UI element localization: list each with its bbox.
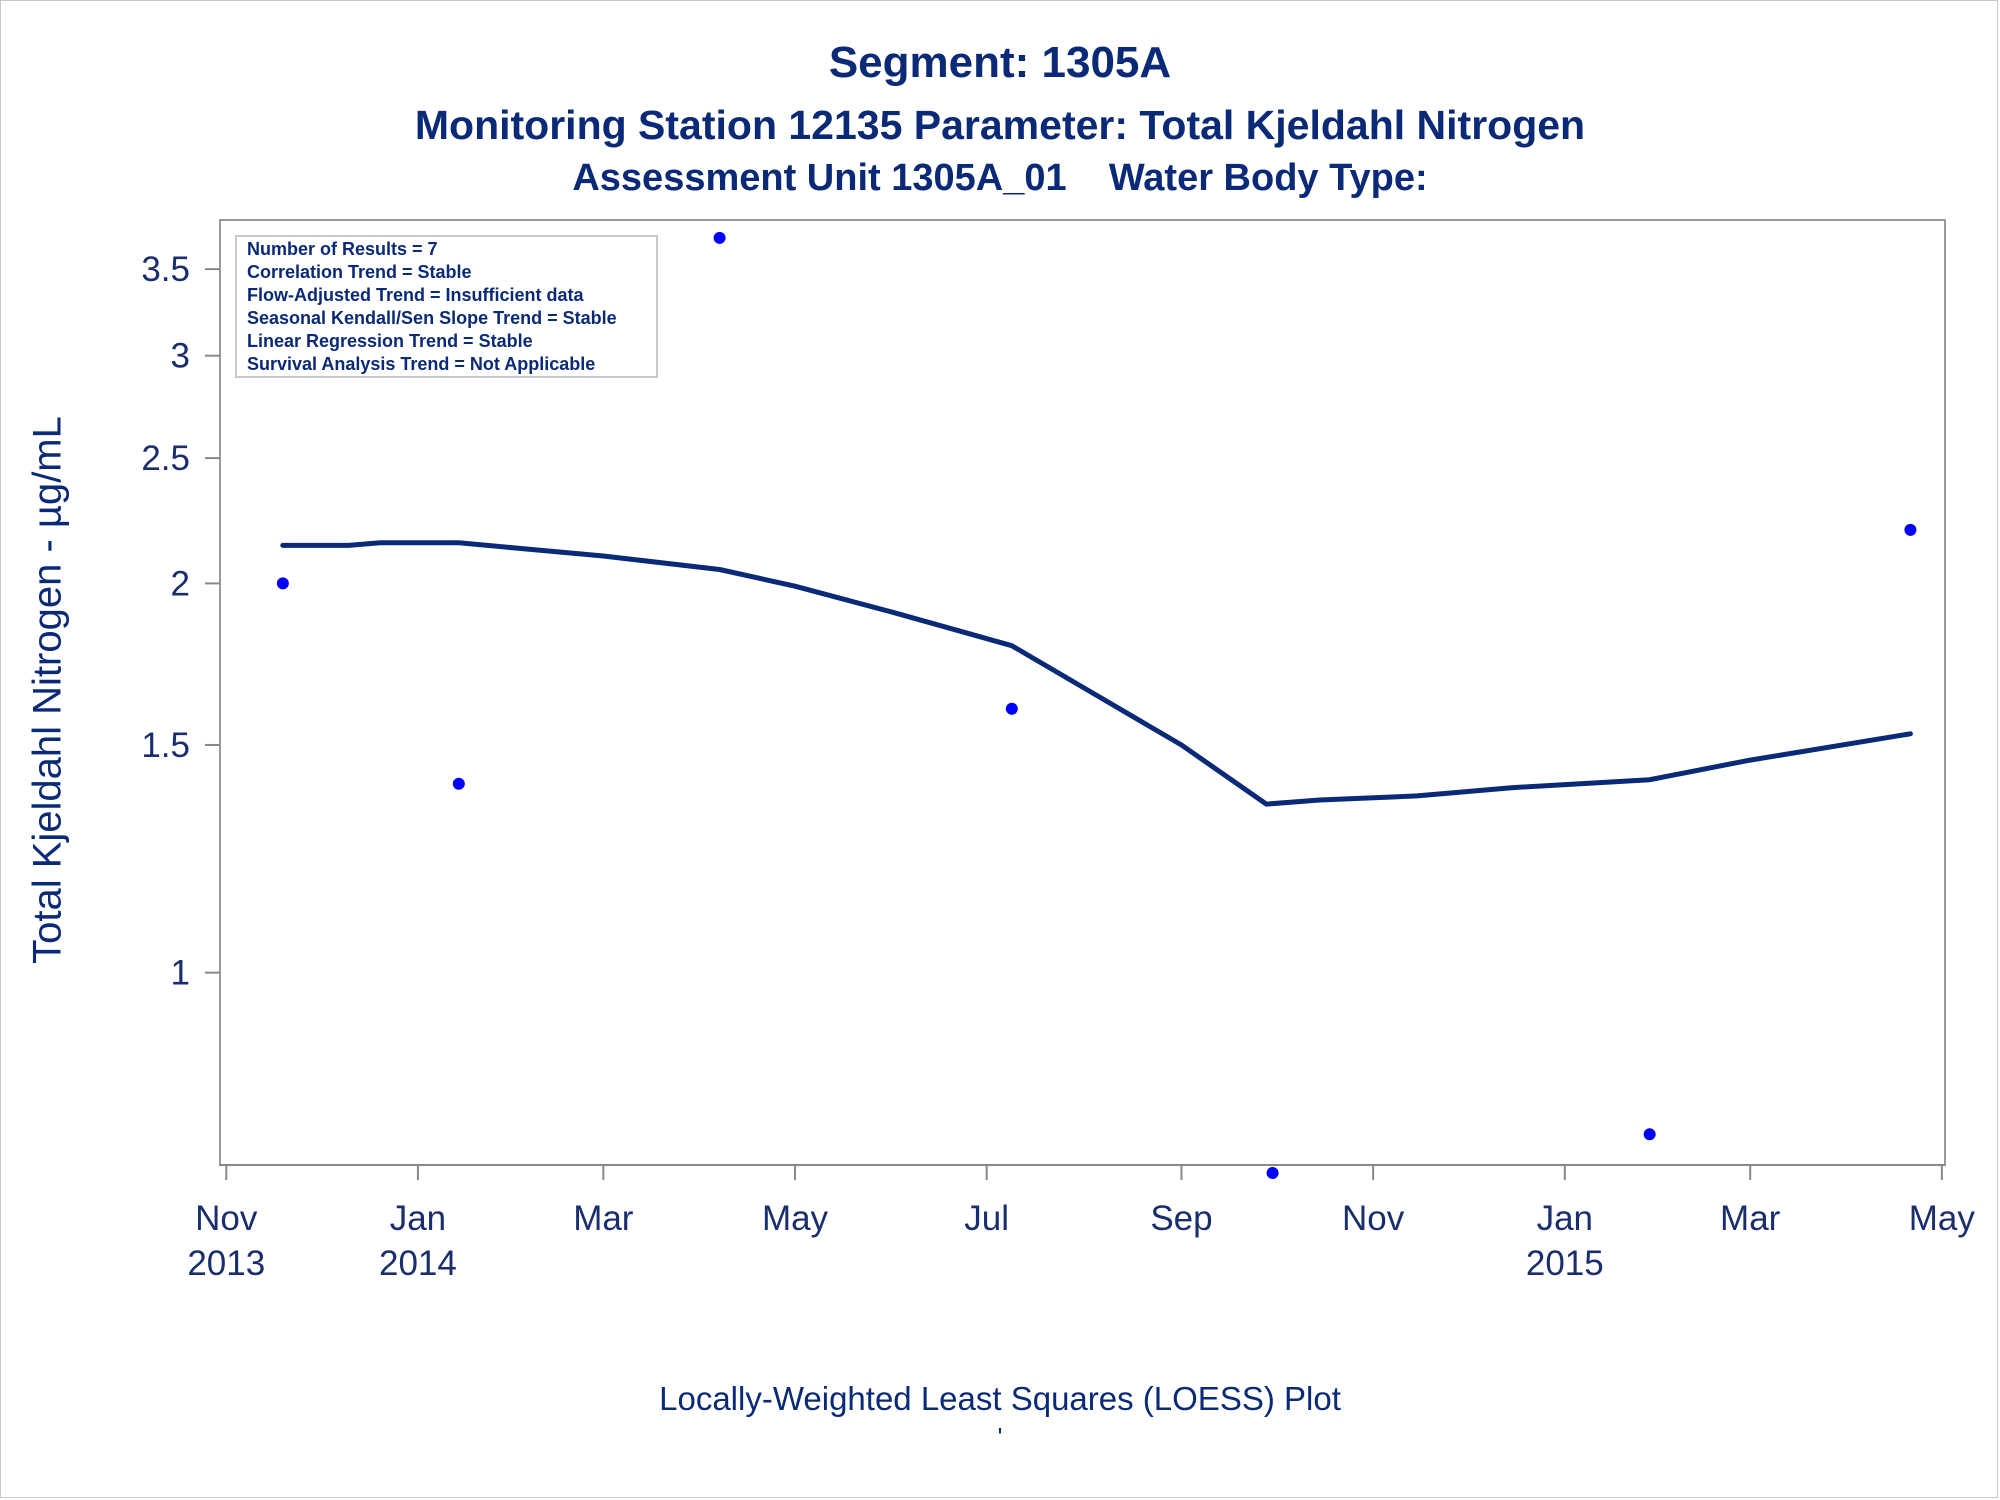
x-tick-month-label: Sep xyxy=(1150,1199,1212,1238)
y-tick-label: 1 xyxy=(171,954,190,993)
info-line-survival: Survival Analysis Trend = Not Applicable xyxy=(247,354,595,374)
data-point xyxy=(713,231,726,244)
x-tick-month-label: Mar xyxy=(1720,1199,1781,1238)
data-point xyxy=(276,577,289,590)
x-tick-month-label: Nov xyxy=(1342,1199,1405,1238)
info-line-correlation: Correlation Trend = Stable xyxy=(247,262,472,282)
x-tick-month-label: Jan xyxy=(1537,1199,1593,1238)
data-point xyxy=(1643,1128,1656,1141)
info-line-seasonal-kendall: Seasonal Kendall/Sen Slope Trend = Stabl… xyxy=(247,308,617,328)
data-point xyxy=(1266,1166,1279,1179)
loess-line xyxy=(280,540,1913,807)
info-line-flow-adjusted: Flow-Adjusted Trend = Insufficient data xyxy=(247,285,585,305)
x-axis-ticks: Nov 2013 Jan 2014 Mar May Jul Sep Nov Jan 2015 Mar M… xyxy=(187,1165,1975,1283)
data-points xyxy=(276,231,1917,1179)
x-tick-month-label: May xyxy=(1909,1199,1976,1238)
y-tick-label: 2.5 xyxy=(141,439,190,478)
x-tick-month-label: Jul xyxy=(964,1199,1009,1238)
x-tick-month-label: Mar xyxy=(573,1199,634,1238)
y-tick-label: 1.5 xyxy=(141,726,190,765)
chart-subtitle-assessment: Assessment Unit 1305A_01 Water Body Type… xyxy=(572,157,1428,199)
data-point xyxy=(1904,523,1917,536)
y-tick-label: 3 xyxy=(171,337,190,376)
y-axis-ticks: 1 1.5 2 2.5 3 3.5 xyxy=(141,250,220,993)
info-line-results: Number of Results = 7 xyxy=(247,239,438,259)
x-tick-year-label: 2015 xyxy=(1526,1244,1604,1283)
info-box-border xyxy=(235,235,658,378)
info-box: Number of Results = 7 Correlation Trend … xyxy=(235,235,658,378)
x-tick-year-label: 2014 xyxy=(379,1244,457,1283)
info-line-linear-regression: Linear Regression Trend = Stable xyxy=(247,331,533,351)
y-tick-label: 3.5 xyxy=(141,250,190,289)
chart-title: Segment: 1305A xyxy=(828,38,1172,87)
y-tick-label: 2 xyxy=(171,564,190,603)
data-point xyxy=(1005,702,1018,715)
x-tick-year-label: 2013 xyxy=(187,1244,265,1283)
x-tick-month-label: Nov xyxy=(195,1199,258,1238)
data-point xyxy=(452,777,465,790)
chart-footer-mark: ' xyxy=(997,1422,1003,1452)
x-tick-month-label: May xyxy=(762,1199,829,1238)
chart-subtitle-station: Monitoring Station 12135 Parameter: Tota… xyxy=(414,102,1586,148)
chart-footer-caption: Locally-Weighted Least Squares (LOESS) P… xyxy=(659,1380,1341,1417)
x-tick-month-label: Jan xyxy=(390,1199,446,1238)
